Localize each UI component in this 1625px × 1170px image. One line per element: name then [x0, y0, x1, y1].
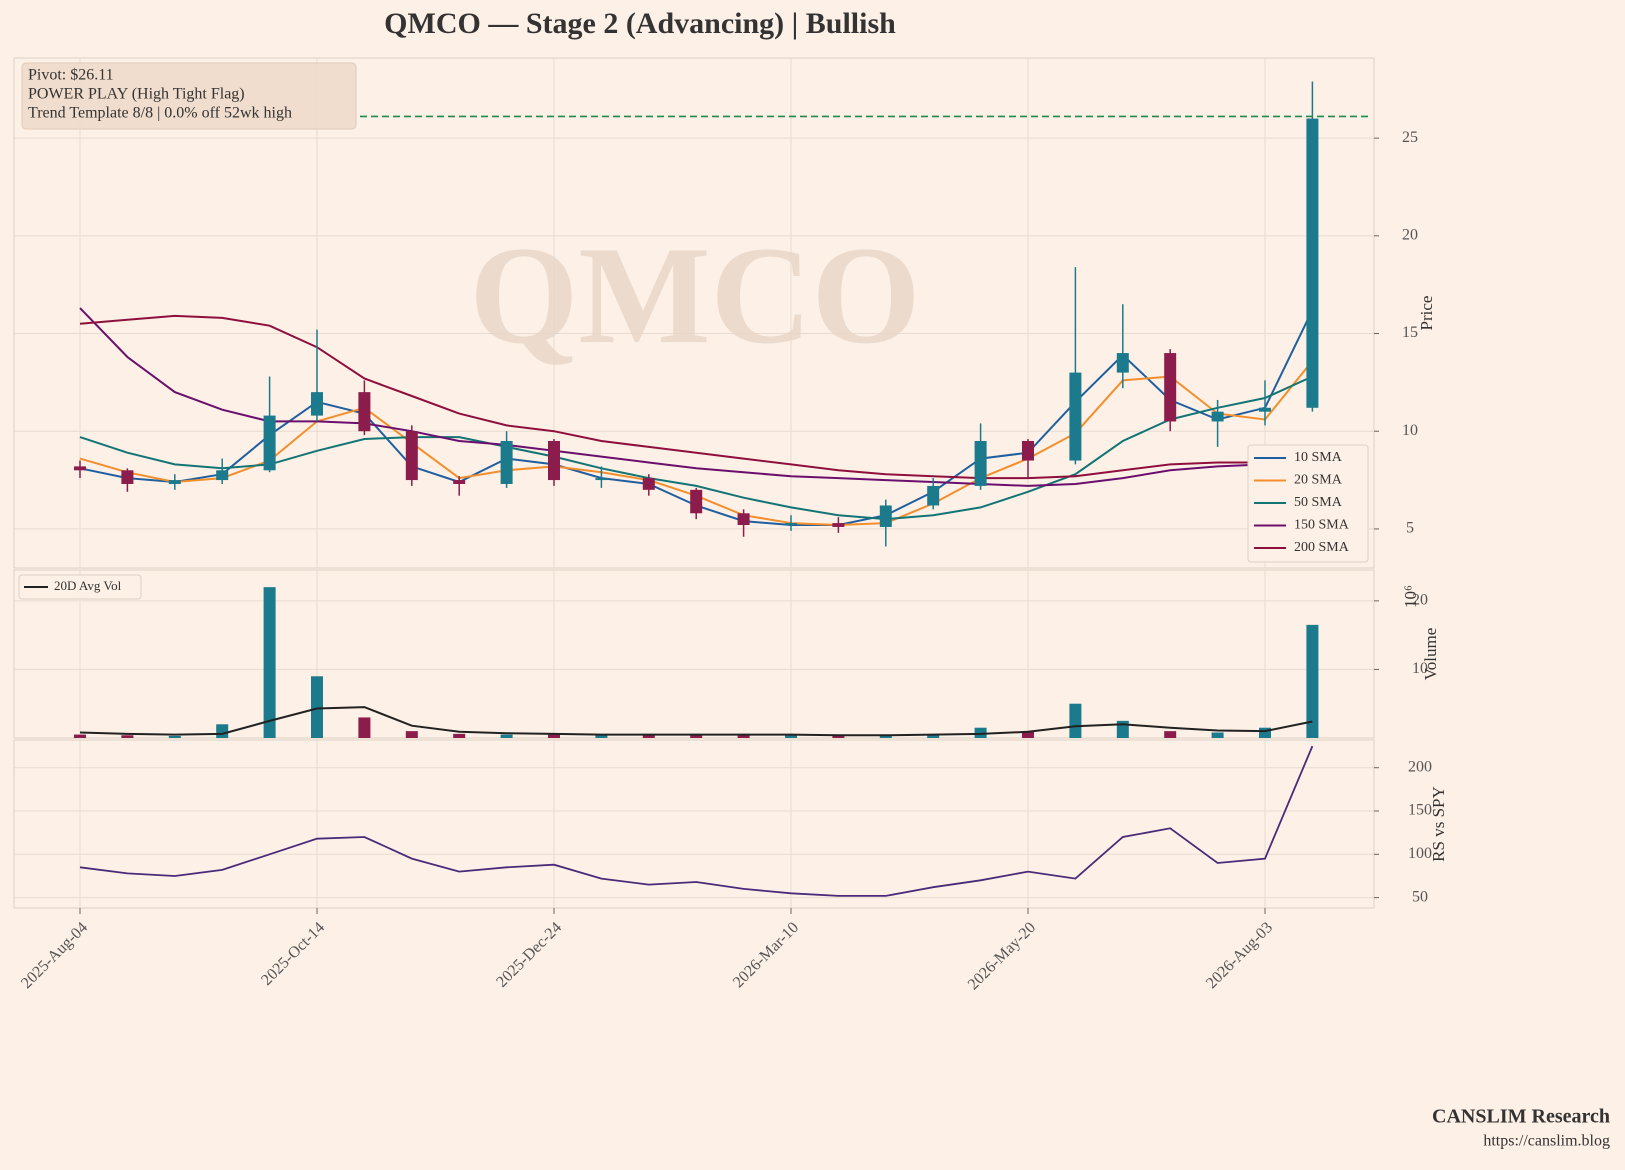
y-tick-label: 20 — [1412, 592, 1428, 609]
volume-bar — [595, 735, 608, 738]
panel — [13, 57, 1375, 569]
y-axis-label: Price — [1417, 296, 1436, 331]
candle-body — [1164, 353, 1177, 422]
candle-body — [548, 440, 560, 481]
scale-label: 10⁶ — [1401, 585, 1420, 608]
footer-brand: CANSLIM Research — [1432, 1106, 1610, 1128]
candle-body — [263, 415, 276, 471]
candle-body — [832, 523, 845, 527]
candle-body — [358, 392, 371, 432]
legend-label: 20D Avg Vol — [54, 578, 122, 593]
legend-label: 50 SMA — [1294, 495, 1343, 510]
sma-line — [79, 314, 1313, 480]
panel — [13, 739, 1375, 909]
candle-body — [311, 392, 323, 416]
candle-body — [642, 478, 655, 490]
y-tick-label: 25 — [1402, 129, 1418, 146]
candle-body — [168, 480, 181, 484]
annotation: Trend Template 8/8 | 0.0% off 52wk high — [28, 105, 292, 122]
candle-body — [1069, 372, 1082, 461]
volume-bar — [690, 734, 703, 738]
volume-bar — [1164, 731, 1177, 738]
avg-volume-line — [79, 706, 1313, 737]
sma-line — [79, 375, 1313, 521]
volume-bar — [1022, 731, 1034, 738]
volume-bar — [879, 735, 892, 738]
volume-bar — [1259, 727, 1271, 738]
y-tick-label: 20 — [1402, 226, 1418, 243]
candle-body — [216, 470, 229, 481]
candle-body — [974, 440, 987, 486]
volume-bar — [121, 735, 134, 738]
watermark: QMCO — [469, 218, 920, 373]
volume-bar — [1069, 703, 1082, 738]
annotation-box — [21, 62, 357, 130]
y-tick-label: 200 — [1408, 758, 1432, 775]
candle-body — [500, 440, 513, 484]
y-axis-label: Volume — [1421, 628, 1440, 681]
y-tick-label: 10 — [1412, 660, 1428, 677]
volume-bar — [1306, 624, 1319, 738]
legend-label: 200 SMA — [1294, 540, 1350, 555]
rs-line — [79, 745, 1314, 897]
legend-label: 150 SMA — [1294, 518, 1350, 533]
chart-title: QMCO — Stage 2 (Advancing) | Bullish — [384, 7, 896, 40]
candle-body — [927, 485, 940, 506]
candle-body — [121, 470, 134, 484]
legend-box — [1247, 444, 1369, 563]
volume-bar — [785, 734, 797, 738]
candle-body — [879, 505, 892, 527]
y-tick-label: 10 — [1402, 422, 1418, 439]
candle-body — [1306, 118, 1319, 408]
volume-bar — [927, 734, 940, 738]
volume-bar — [168, 735, 181, 738]
volume-bar — [500, 734, 513, 738]
candle-body — [1116, 353, 1129, 373]
legend-label: 10 SMA — [1294, 450, 1343, 465]
candle-body — [690, 489, 703, 514]
candle-body — [595, 478, 608, 481]
volume-bar — [974, 727, 987, 738]
candle-body — [405, 431, 418, 481]
volume-bar — [737, 735, 750, 738]
y-axis-label: RS vs SPY — [1429, 786, 1448, 862]
legend-label: 20 SMA — [1294, 473, 1343, 488]
annotation: Pivot: $26.11 — [28, 67, 114, 84]
volume-bar — [216, 724, 229, 738]
volume-bar — [263, 587, 276, 738]
legend-box — [18, 574, 142, 600]
candle-body — [785, 523, 797, 526]
candle-body — [74, 466, 86, 471]
y-tick-label: 50 — [1412, 888, 1428, 905]
volume-bar — [74, 734, 86, 738]
y-tick-label: 5 — [1406, 520, 1414, 537]
y-tick-label: 100 — [1408, 845, 1432, 862]
y-tick-label: 150 — [1408, 802, 1432, 819]
candle-body — [453, 480, 466, 484]
footer-url: https://canslim.blog — [1483, 1133, 1610, 1150]
volume-bar — [453, 733, 466, 738]
sma-line — [79, 307, 1313, 487]
candle-body — [1259, 407, 1271, 412]
volume-bar — [832, 735, 845, 738]
volume-bar — [311, 676, 323, 738]
volume-bar — [405, 731, 418, 738]
candle-body — [1022, 440, 1034, 461]
volume-bar — [1211, 732, 1224, 738]
volume-bar — [548, 734, 560, 738]
volume-bar — [642, 735, 655, 738]
y-tick-label: 15 — [1402, 324, 1418, 341]
annotation: POWER PLAY (High Tight Flag) — [28, 86, 245, 103]
candle-body — [737, 513, 750, 526]
volume-bar — [358, 717, 371, 738]
candle-body — [1211, 411, 1224, 422]
